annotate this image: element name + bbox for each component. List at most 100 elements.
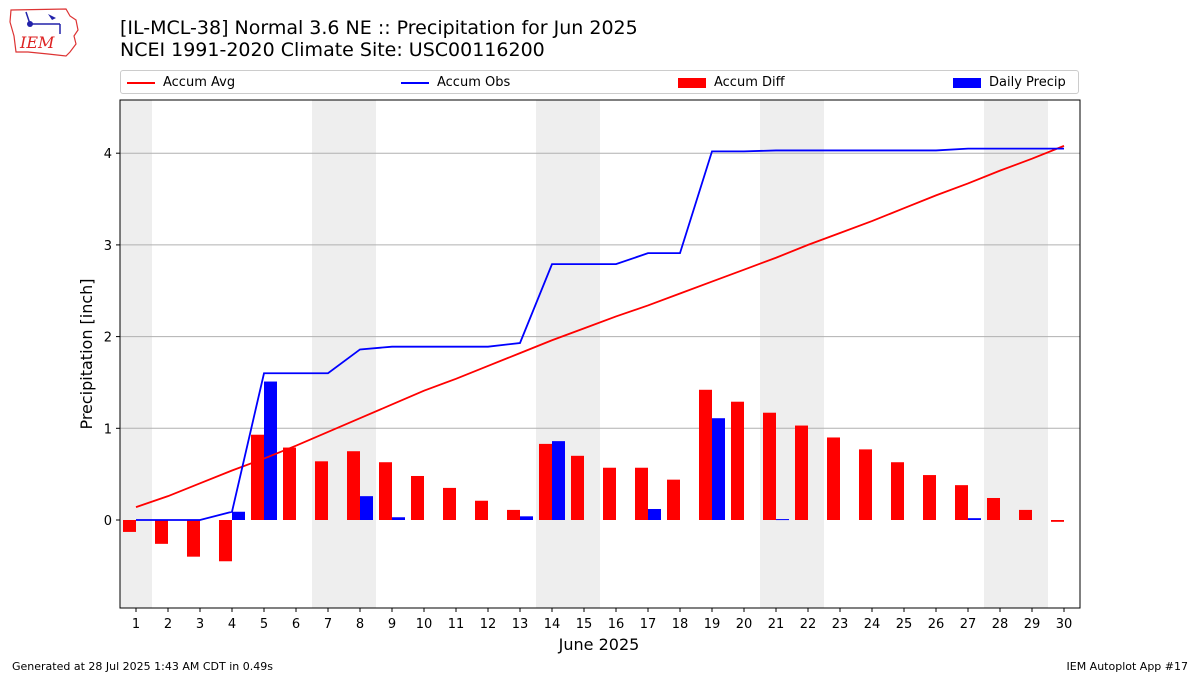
legend-item-accum-diff: Accum Diff bbox=[678, 73, 785, 93]
x-tick-label: 18 bbox=[672, 617, 689, 632]
legend-swatch-daily-precip bbox=[953, 77, 981, 88]
accum-diff-bar bbox=[443, 487, 456, 520]
x-tick-label: 6 bbox=[292, 617, 300, 632]
daily-precip-bar bbox=[776, 519, 789, 521]
lines bbox=[135, 145, 1065, 521]
legend-item-accum-avg: Accum Avg bbox=[127, 73, 235, 93]
accum-diff-bar bbox=[635, 467, 648, 520]
accum-diff-bar bbox=[187, 520, 200, 557]
accum-diff-bar bbox=[411, 475, 424, 520]
x-tick-label: 8 bbox=[356, 617, 364, 632]
x-tick-label: 28 bbox=[992, 617, 1009, 632]
x-tick-label: 10 bbox=[416, 617, 433, 632]
bars bbox=[123, 381, 1064, 562]
accum-diff-bar bbox=[731, 401, 744, 520]
legend-label-accum-obs: Accum Obs bbox=[437, 75, 511, 90]
x-tick-label: 7 bbox=[324, 617, 332, 632]
y-axis-label: Precipitation [inch] bbox=[77, 278, 96, 429]
chart-legend: Accum Avg Accum Obs Accum Diff Daily Pre… bbox=[120, 70, 1079, 94]
x-tick-label: 9 bbox=[388, 617, 396, 632]
accum-diff-bar bbox=[603, 467, 616, 520]
y-tick-label: 2 bbox=[104, 331, 112, 346]
x-tick-label: 15 bbox=[576, 617, 593, 632]
y-tick-label: 0 bbox=[104, 514, 112, 529]
daily-precip-bar bbox=[648, 508, 661, 520]
accum-diff-bar bbox=[763, 412, 776, 520]
x-tick-label: 3 bbox=[196, 617, 204, 632]
logo-text: IEM bbox=[19, 33, 55, 52]
accum-diff-bar bbox=[123, 520, 136, 532]
x-tick-label: 26 bbox=[928, 617, 945, 632]
chart-title-line1: [IL-MCL-38] Normal 3.6 NE :: Precipitati… bbox=[120, 17, 638, 39]
daily-precip-bar bbox=[968, 518, 981, 520]
weekend-shade-band bbox=[760, 100, 824, 608]
accum-avg-line bbox=[135, 145, 1065, 509]
iem-logo[interactable]: IEM bbox=[8, 6, 80, 58]
x-tick-label: 22 bbox=[800, 617, 817, 632]
daily-precip-bar bbox=[360, 496, 373, 520]
weekend-shade-band bbox=[984, 100, 1048, 608]
x-tick-label: 5 bbox=[260, 617, 268, 632]
x-tick-label: 13 bbox=[512, 617, 529, 632]
x-axis-label: June 2025 bbox=[558, 635, 640, 654]
x-tick-label: 19 bbox=[704, 617, 721, 632]
accum-diff-bar bbox=[315, 461, 328, 520]
x-tick-label: 29 bbox=[1024, 617, 1041, 632]
accum-diff-bar bbox=[795, 425, 808, 520]
accum-diff-bar bbox=[539, 443, 552, 520]
accum-diff-bar bbox=[955, 485, 968, 520]
footer-generated-text: Generated at 28 Jul 2025 1:43 AM CDT in … bbox=[12, 660, 273, 673]
accum-diff-bar bbox=[827, 437, 840, 520]
x-tick-label: 27 bbox=[960, 617, 977, 632]
grid-lines bbox=[120, 152, 1080, 429]
legend-swatch-accum-diff bbox=[678, 77, 706, 88]
y-tick-label: 3 bbox=[104, 239, 112, 254]
y-tick-label: 1 bbox=[104, 422, 112, 437]
accum-diff-bar bbox=[475, 500, 488, 520]
x-tick-label: 12 bbox=[480, 617, 497, 632]
legend-label-accum-avg: Accum Avg bbox=[163, 75, 236, 90]
x-tick-label: 21 bbox=[768, 617, 785, 632]
daily-precip-bar bbox=[392, 517, 405, 520]
accum-diff-bar bbox=[251, 434, 264, 520]
accum-diff-bar bbox=[987, 497, 1000, 520]
weekend-shading bbox=[120, 100, 1048, 608]
y-axis-ticks: 0 1 2 3 4 bbox=[104, 147, 120, 529]
x-axis-ticks: 1 2 3 4 5 6 7 8 9 10 11 12 13 14 15 16 17 18 19 20 21 22 23 24 2… bbox=[132, 608, 1072, 632]
legend-swatch-accum-avg bbox=[127, 81, 155, 84]
accum-diff-bar bbox=[859, 449, 872, 520]
x-tick-label: 1 bbox=[132, 617, 140, 632]
x-tick-label: 2 bbox=[164, 617, 172, 632]
accum-diff-bar bbox=[1019, 509, 1032, 520]
chart-title: [IL-MCL-38] Normal 3.6 NE :: Precipitati… bbox=[120, 17, 638, 61]
accum-diff-bar bbox=[219, 520, 232, 562]
accum-diff-bar bbox=[667, 479, 680, 520]
footer-app-id: IEM Autoplot App #17 bbox=[1066, 660, 1189, 673]
x-tick-label: 14 bbox=[544, 617, 561, 632]
weekend-shade-band bbox=[312, 100, 376, 608]
chart-title-line2: NCEI 1991-2020 Climate Site: USC00116200 bbox=[120, 39, 545, 61]
legend-swatch-accum-obs bbox=[401, 81, 429, 84]
y-tick-label: 4 bbox=[104, 147, 112, 162]
legend-label-daily-precip: Daily Precip bbox=[989, 75, 1066, 90]
accum-diff-bar bbox=[699, 389, 712, 520]
x-tick-label: 16 bbox=[608, 617, 625, 632]
accum-diff-bar bbox=[571, 455, 584, 520]
legend-item-daily-precip: Daily Precip bbox=[953, 73, 1066, 93]
accum-obs-line bbox=[136, 147, 1064, 521]
x-tick-label: 11 bbox=[448, 617, 465, 632]
accum-diff-bar bbox=[507, 509, 520, 520]
x-tick-label: 20 bbox=[736, 617, 753, 632]
legend-label-accum-diff: Accum Diff bbox=[714, 75, 785, 90]
x-tick-label: 24 bbox=[864, 617, 881, 632]
daily-precip-bar bbox=[520, 516, 533, 520]
accum-diff-bar bbox=[891, 462, 904, 520]
x-tick-label: 23 bbox=[832, 617, 849, 632]
accum-diff-bar bbox=[347, 451, 360, 520]
accum-diff-bar bbox=[283, 447, 296, 520]
daily-precip-bar bbox=[712, 418, 725, 520]
plot-area-frame bbox=[119, 99, 1081, 609]
accum-diff-bar bbox=[923, 475, 936, 520]
x-tick-label: 4 bbox=[228, 617, 236, 632]
